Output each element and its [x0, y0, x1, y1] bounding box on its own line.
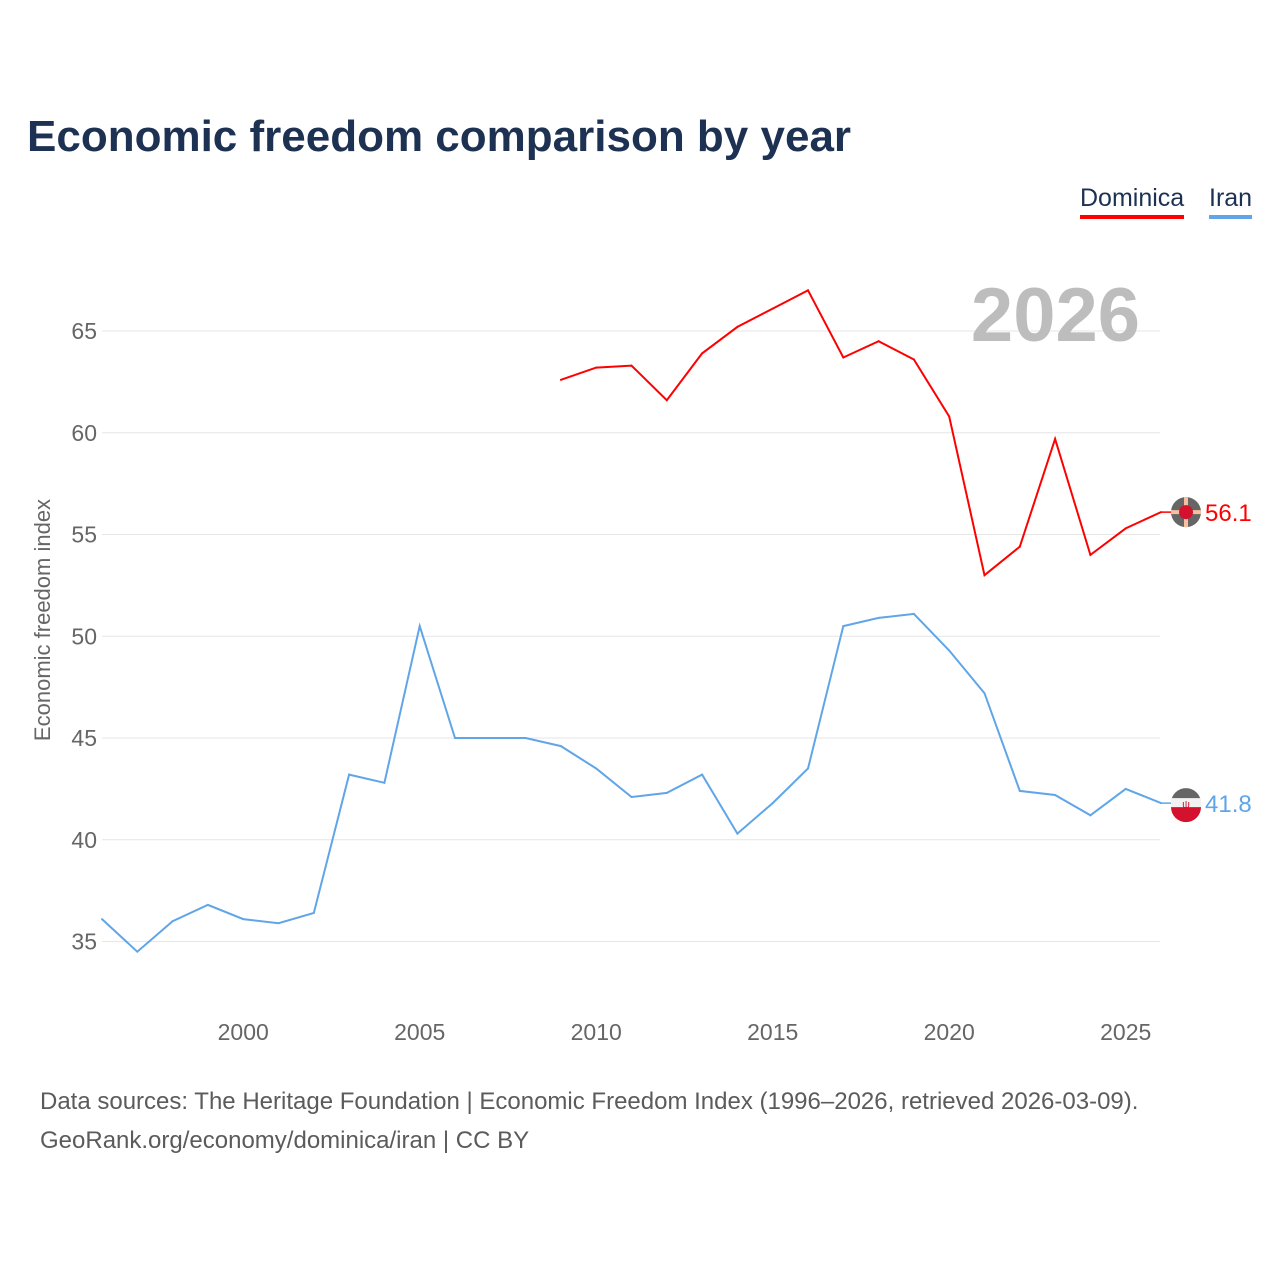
- data-point: [1018, 545, 1021, 548]
- legend-dominica[interactable]: Dominica: [1080, 184, 1185, 219]
- data-point: [842, 625, 845, 628]
- x-tick-label: 2000: [218, 1019, 269, 1045]
- data-point: [136, 950, 139, 953]
- y-tick-label: 40: [71, 827, 97, 853]
- data-point: [630, 796, 633, 799]
- data-point: [1124, 527, 1127, 530]
- data-point: [454, 737, 456, 739]
- data-point: [983, 692, 986, 695]
- end-value-label: 41.8: [1205, 791, 1252, 818]
- flag-emblem: ψ: [1182, 799, 1190, 811]
- data-point: [489, 737, 492, 739]
- footer-sources: Data sources: The Heritage Foundation | …: [40, 1088, 1139, 1115]
- end-value-label: 56.1: [1205, 500, 1252, 527]
- data-point: [701, 773, 704, 776]
- data-point: [807, 289, 809, 292]
- legend-iran[interactable]: Iran: [1209, 184, 1253, 219]
- y-tick-label: 55: [71, 522, 97, 548]
- x-tick-label: 2020: [924, 1019, 975, 1045]
- y-tick-label: 45: [71, 725, 97, 751]
- footer-attribution: GeoRank.org/economy/dominica/iran | CC B…: [40, 1127, 530, 1154]
- y-tick-label: 65: [71, 318, 97, 344]
- series-line-dominica: [560, 288, 1162, 577]
- data-point: [771, 307, 774, 310]
- data-point: [1089, 553, 1092, 556]
- data-point: [418, 625, 421, 628]
- data-point: [559, 378, 562, 381]
- data-point: [807, 767, 809, 770]
- data-point: [595, 366, 598, 369]
- data-point: [736, 325, 739, 328]
- data-point: [912, 358, 915, 361]
- flag-stripe: [1171, 798, 1201, 809]
- x-tick-label: 2025: [1100, 1019, 1151, 1045]
- x-tick-label: 2015: [747, 1019, 798, 1045]
- data-point: [736, 832, 739, 835]
- data-point: [1018, 789, 1021, 792]
- y-tick-label: 60: [71, 420, 97, 446]
- data-point: [948, 649, 951, 652]
- data-point: [1124, 787, 1127, 790]
- data-point: [665, 399, 668, 402]
- data-point: [383, 781, 386, 784]
- data-point: [171, 920, 174, 923]
- data-point: [559, 745, 562, 748]
- y-tick-label: 35: [71, 929, 97, 955]
- data-point: [595, 767, 598, 770]
- data-point: [983, 574, 986, 577]
- flag-emblem: [1179, 505, 1193, 520]
- data-point: [842, 356, 845, 359]
- data-point: [524, 737, 527, 739]
- series-line-iran: [101, 612, 1162, 954]
- data-point: [877, 340, 880, 343]
- data-point: [877, 616, 880, 619]
- flag-stripe: [1171, 807, 1201, 823]
- data-point: [1054, 437, 1057, 440]
- data-point: [948, 415, 951, 418]
- year-watermark: 2026: [971, 273, 1140, 358]
- data-point: [277, 922, 280, 925]
- data-point: [1089, 814, 1092, 817]
- chart-title: Economic freedom comparison by year: [27, 112, 852, 161]
- x-tick-label: 2005: [394, 1019, 445, 1045]
- line-chart: 35 40 45 50 55 60 65 2000 2005 2010 2015 2020 2025 Ec…: [30, 273, 1252, 1045]
- data-point: [242, 918, 245, 921]
- data-point: [701, 352, 704, 355]
- data-point: [206, 903, 209, 906]
- data-point: [771, 802, 774, 805]
- data-point: [912, 612, 915, 615]
- data-point: [1054, 793, 1057, 796]
- y-tick-label: 50: [71, 623, 97, 649]
- data-point: [630, 364, 633, 367]
- data-point: [101, 918, 103, 921]
- y-axis-label: Economic freedom index: [30, 499, 55, 741]
- data-point: [348, 773, 351, 776]
- data-point: [665, 791, 668, 794]
- data-point: [312, 912, 315, 915]
- x-tick-label: 2010: [571, 1019, 622, 1045]
